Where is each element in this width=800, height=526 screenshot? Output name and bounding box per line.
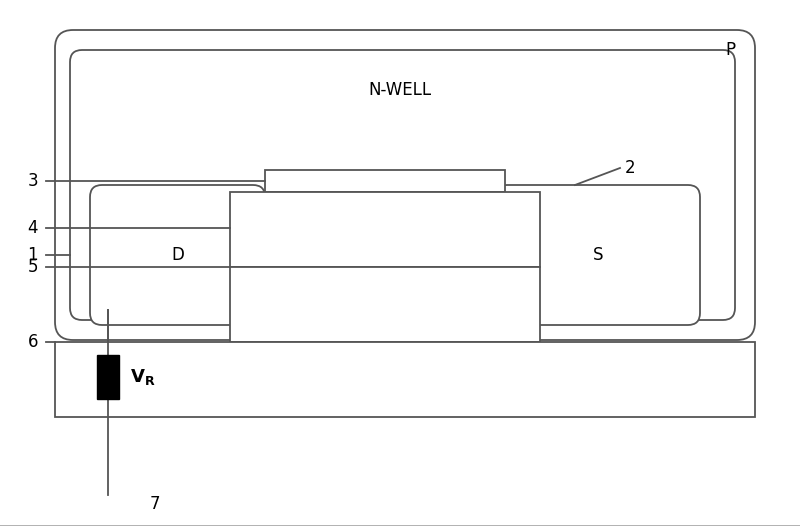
Text: 5: 5 [27, 258, 38, 276]
Text: S: S [593, 246, 603, 264]
Text: 6: 6 [27, 333, 38, 351]
Bar [265, 170, 505, 192]
Text: D: D [171, 246, 185, 264]
Text: 3: 3 [27, 172, 38, 190]
Text: N-WELL: N-WELL [369, 81, 431, 99]
FancyBboxPatch shape [70, 50, 735, 320]
FancyBboxPatch shape [55, 30, 755, 340]
Text: $\mathbf{V}_\mathbf{R}$: $\mathbf{V}_\mathbf{R}$ [130, 367, 155, 387]
Text: P: P [725, 41, 735, 59]
FancyBboxPatch shape [90, 185, 265, 325]
Bar [230, 267, 540, 342]
Bar [97, 355, 119, 399]
Bar [55, 342, 755, 417]
Text: 4: 4 [27, 219, 38, 237]
Text: 7: 7 [150, 495, 160, 513]
Bar [230, 192, 540, 267]
Text: 2: 2 [625, 159, 636, 177]
FancyBboxPatch shape [495, 185, 700, 325]
Text: 1: 1 [27, 246, 38, 264]
